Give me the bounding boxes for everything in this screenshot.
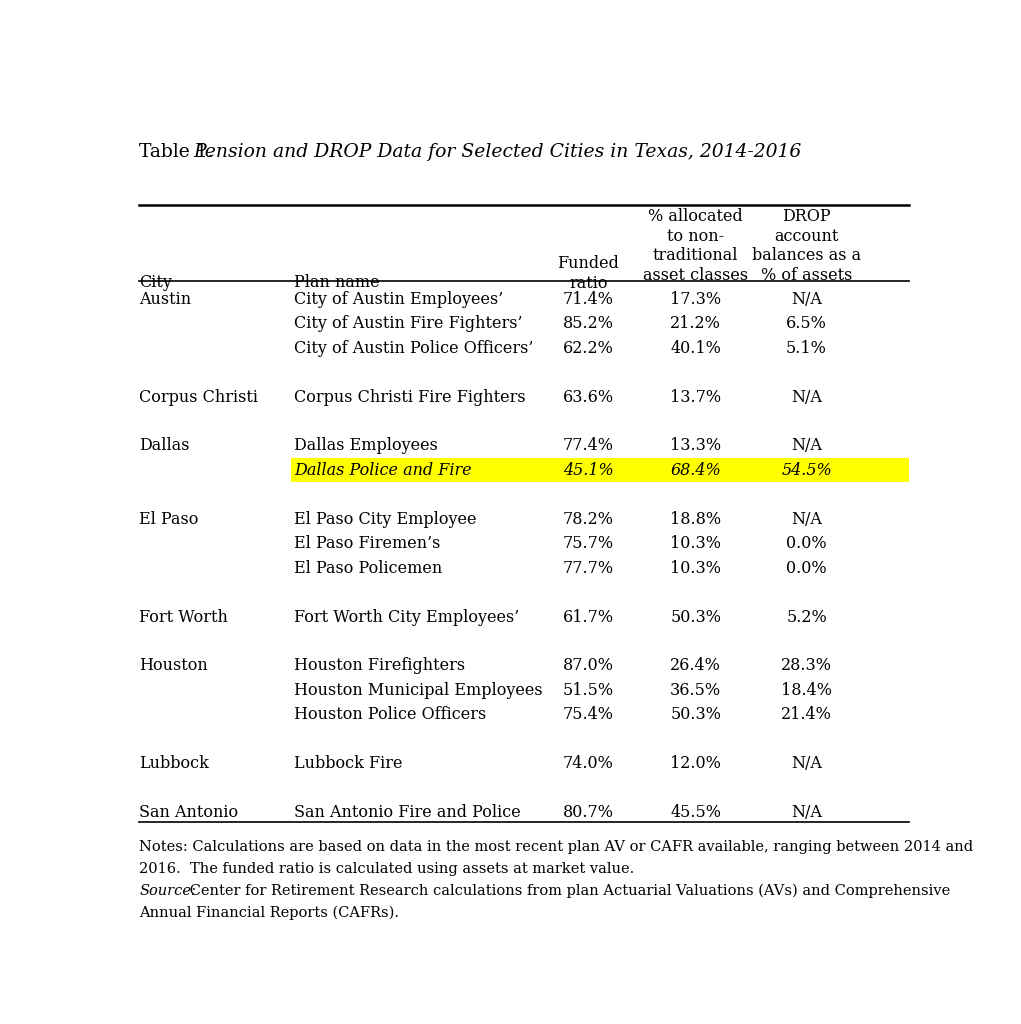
Text: 63.6%: 63.6%	[563, 388, 614, 406]
Text: Funded
ratio: Funded ratio	[557, 255, 619, 292]
Text: 13.3%: 13.3%	[670, 437, 721, 455]
Text: 78.2%: 78.2%	[563, 511, 614, 527]
Text: N/A: N/A	[791, 804, 822, 821]
Text: City: City	[140, 274, 173, 291]
Text: 80.7%: 80.7%	[563, 804, 614, 821]
Text: 21.2%: 21.2%	[671, 315, 721, 332]
Text: 21.4%: 21.4%	[781, 707, 832, 723]
Text: 2016.  The funded ratio is calculated using assets at market value.: 2016. The funded ratio is calculated usi…	[140, 862, 635, 876]
Text: 45.1%: 45.1%	[563, 462, 614, 479]
Text: N/A: N/A	[791, 437, 822, 455]
Text: 28.3%: 28.3%	[781, 657, 832, 675]
Text: 75.7%: 75.7%	[563, 536, 614, 552]
Text: City of Austin Employees’: City of Austin Employees’	[294, 291, 503, 308]
Text: 17.3%: 17.3%	[670, 291, 721, 308]
Text: 5.1%: 5.1%	[786, 340, 827, 356]
Text: City of Austin Fire Fighters’: City of Austin Fire Fighters’	[294, 315, 523, 332]
Text: San Antonio Fire and Police: San Antonio Fire and Police	[294, 804, 521, 821]
FancyBboxPatch shape	[291, 458, 910, 482]
Text: Lubbock Fire: Lubbock Fire	[294, 756, 402, 772]
Text: Houston: Houston	[140, 657, 208, 675]
Text: Dallas Police and Fire: Dallas Police and Fire	[294, 462, 472, 479]
Text: El Paso Firemen’s: El Paso Firemen’s	[294, 536, 440, 552]
Text: Annual Financial Reports (CAFRs).: Annual Financial Reports (CAFRs).	[140, 906, 399, 921]
Text: 85.2%: 85.2%	[563, 315, 614, 332]
Text: 18.8%: 18.8%	[670, 511, 721, 527]
Text: Lubbock: Lubbock	[140, 756, 209, 772]
Text: Dallas: Dallas	[140, 437, 190, 455]
Text: Fort Worth: Fort Worth	[140, 608, 229, 626]
Text: San Antonio: San Antonio	[140, 804, 239, 821]
Text: 51.5%: 51.5%	[563, 682, 614, 699]
Text: 74.0%: 74.0%	[563, 756, 614, 772]
Text: 5.2%: 5.2%	[786, 608, 827, 626]
Text: 50.3%: 50.3%	[670, 608, 721, 626]
Text: Houston Municipal Employees: Houston Municipal Employees	[294, 682, 542, 699]
Text: Plan name: Plan name	[294, 274, 380, 291]
Text: DROP
account
balances as a
% of assets: DROP account balances as a % of assets	[752, 208, 861, 284]
Text: 75.4%: 75.4%	[563, 707, 614, 723]
Text: 26.4%: 26.4%	[671, 657, 721, 675]
Text: Pension and DROP Data for Selected Cities in Texas, 2014-2016: Pension and DROP Data for Selected Citie…	[193, 142, 801, 161]
Text: 77.4%: 77.4%	[563, 437, 614, 455]
Text: N/A: N/A	[791, 388, 822, 406]
Text: Table 1.: Table 1.	[140, 142, 220, 161]
Text: % allocated
to non-
traditional
asset classes: % allocated to non- traditional asset cl…	[643, 208, 748, 284]
Text: Corpus Christi Fire Fighters: Corpus Christi Fire Fighters	[294, 388, 526, 406]
Text: 62.2%: 62.2%	[563, 340, 614, 356]
Text: El Paso City Employee: El Paso City Employee	[294, 511, 476, 527]
Text: Source:: Source:	[140, 884, 196, 898]
Text: Austin: Austin	[140, 291, 192, 308]
Text: Houston Firefighters: Houston Firefighters	[294, 657, 465, 675]
Text: 87.0%: 87.0%	[563, 657, 614, 675]
Text: 36.5%: 36.5%	[670, 682, 721, 699]
Text: 68.4%: 68.4%	[671, 462, 721, 479]
Text: 50.3%: 50.3%	[670, 707, 721, 723]
Text: Center for Retirement Research calculations from plan Actuarial Valuations (AVs): Center for Retirement Research calculati…	[185, 884, 950, 898]
Text: 6.5%: 6.5%	[786, 315, 827, 332]
Text: 10.3%: 10.3%	[670, 560, 721, 577]
Text: N/A: N/A	[791, 511, 822, 527]
Text: 61.7%: 61.7%	[563, 608, 614, 626]
Text: El Paso: El Paso	[140, 511, 199, 527]
Text: 0.0%: 0.0%	[786, 560, 827, 577]
Text: 12.0%: 12.0%	[671, 756, 721, 772]
Text: Fort Worth City Employees’: Fort Worth City Employees’	[294, 608, 519, 626]
Text: 54.5%: 54.5%	[781, 462, 832, 479]
Text: N/A: N/A	[791, 756, 822, 772]
Text: 10.3%: 10.3%	[670, 536, 721, 552]
Text: Notes: Calculations are based on data in the most recent plan AV or CAFR availab: Notes: Calculations are based on data in…	[140, 840, 974, 854]
Text: 18.4%: 18.4%	[781, 682, 832, 699]
Text: 13.7%: 13.7%	[670, 388, 721, 406]
Text: 77.7%: 77.7%	[563, 560, 614, 577]
Text: 0.0%: 0.0%	[786, 536, 827, 552]
Text: Houston Police Officers: Houston Police Officers	[294, 707, 486, 723]
Text: Dallas Employees: Dallas Employees	[294, 437, 438, 455]
Text: City of Austin Police Officers’: City of Austin Police Officers’	[294, 340, 533, 356]
Text: 45.5%: 45.5%	[670, 804, 721, 821]
Text: 40.1%: 40.1%	[671, 340, 721, 356]
Text: N/A: N/A	[791, 291, 822, 308]
Text: El Paso Policemen: El Paso Policemen	[294, 560, 442, 577]
Text: Corpus Christi: Corpus Christi	[140, 388, 258, 406]
Text: 71.4%: 71.4%	[563, 291, 614, 308]
